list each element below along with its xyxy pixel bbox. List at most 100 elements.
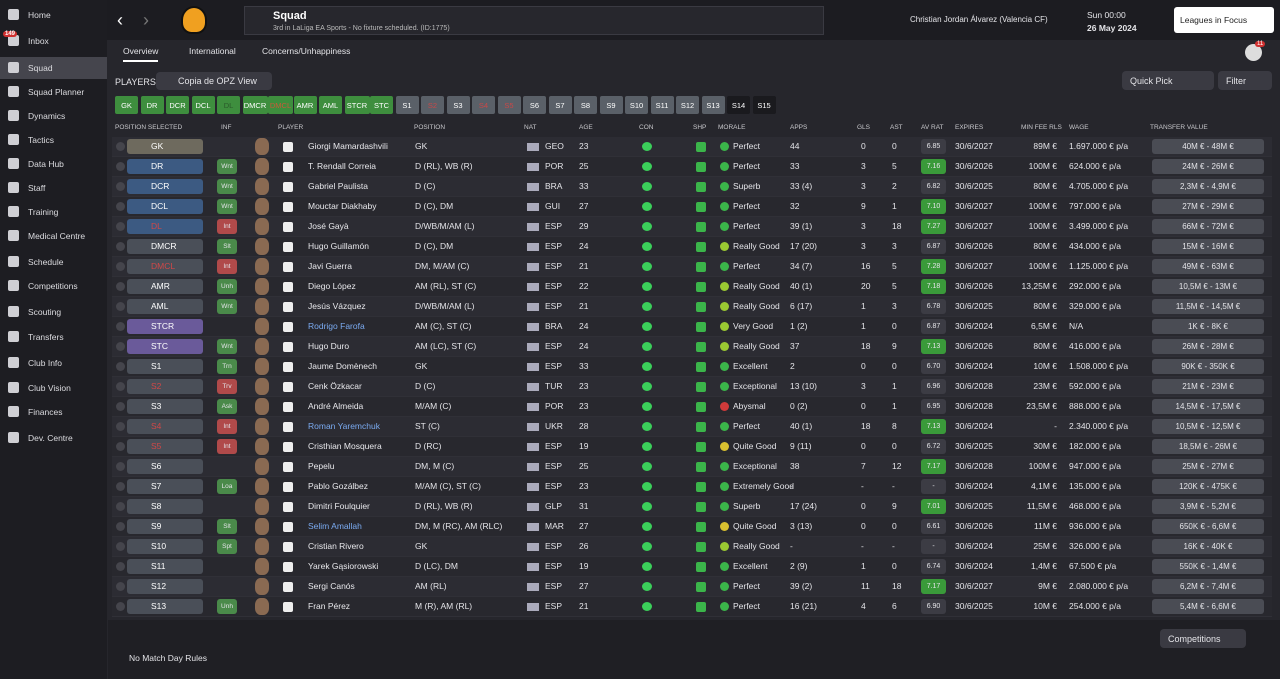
position-chip[interactable]: S14 [727,96,750,114]
column-header[interactable]: SHP [693,124,707,131]
position-selected[interactable]: DMCL [127,259,203,274]
nav-item[interactable]: Squad Planner [0,81,107,103]
player-row[interactable]: S1 Trn Jaume Domènech GK ESP 33 Excellent 2 0 0 6.… [112,357,1272,377]
position-chip[interactable]: S3 [446,96,470,114]
position-chip[interactable]: GK [115,96,138,114]
position-chip[interactable]: S10 [625,96,648,114]
position-chip[interactable]: DL [217,96,240,114]
position-chip[interactable]: STC [370,96,393,114]
player-row[interactable]: DMCR Slt Hugo Guillamón D (C), DM ESP 24 Reall… [112,237,1272,257]
column-header[interactable]: WAGE [1069,124,1089,131]
tab[interactable]: Overview [123,46,159,62]
nav-item[interactable]: Club Vision [0,377,107,399]
column-header[interactable]: MORALE [718,124,746,131]
position-selected[interactable]: AML [127,299,203,314]
position-selected[interactable]: DCL [127,199,203,214]
position-chip[interactable]: S8 [574,96,597,114]
player-row[interactable]: S11 Yarek Gąsiorowski D (LC), DM ESP 19 Excel… [112,557,1272,577]
column-header[interactable]: MIN FEE RLS [1021,124,1062,131]
position-chip[interactable]: S11 [650,96,674,114]
nav-item[interactable]: Finances [0,401,107,423]
nav-item[interactable]: Staff [0,177,107,199]
forward-arrow[interactable]: › [143,10,149,30]
notifications[interactable]: 11 [1245,41,1266,61]
position-chip[interactable]: DMCR [242,96,268,114]
position-selected[interactable]: S5 [127,439,203,454]
position-chip[interactable]: STCR [344,96,370,114]
nav-item[interactable]: Home [0,4,107,26]
column-header[interactable]: TRANSFER VALUE [1150,124,1208,131]
position-chip[interactable]: AML [319,96,342,114]
player-row[interactable]: S3 Ask André Almeida M/AM (C) POR 23 Abysmal 0 … [112,397,1272,417]
player-row[interactable]: GK Giorgi Mamardashvili GK GEO 23 Perfect 44 0 0… [112,137,1272,157]
column-header[interactable]: PLAYER [278,124,304,131]
position-chip[interactable]: S2 [421,96,444,114]
player-row[interactable]: AMR Unh Diego López AM (RL), ST (C) ESP 22 Rea… [112,277,1272,297]
position-chip[interactable]: S7 [548,96,572,114]
column-header[interactable]: POSITION [414,124,446,131]
position-selected[interactable]: S1 [127,359,203,374]
position-selected[interactable]: S11 [127,559,203,574]
position-selected[interactable]: S10 [127,539,203,554]
position-selected[interactable]: S2 [127,379,203,394]
player-row[interactable]: S2 Trv Cenk Özkacar D (C) TUR 23 Exceptional 13… [112,377,1272,397]
player-row[interactable]: S4 Int Roman Yaremchuk ST (C) UKR 28 Perfect 40… [112,417,1272,437]
player-row[interactable]: DR Wnt T. Rendall Correia D (RL), WB (R) POR… [112,157,1272,177]
tab[interactable]: International [189,46,236,56]
position-selected[interactable]: DCR [127,179,203,194]
nav-item[interactable]: Inbox 149 [3,31,49,46]
position-selected[interactable]: GK [127,139,203,154]
player-row[interactable]: STCR Rodrigo Farofa AM (C), ST (C) BRA 24 Ver… [112,317,1272,337]
player-row[interactable]: AML Wnt Jesús Vázquez D/WB/M/AM (L) ESP 21 Rea… [112,297,1272,317]
position-chip[interactable]: S13 [701,96,725,114]
view-selector[interactable]: Copia de OPZ View [156,72,272,90]
competitions-button[interactable]: Competitions [1160,629,1246,648]
position-selected[interactable]: AMR [127,279,203,294]
position-chip[interactable]: AMR [293,96,317,114]
nav-item[interactable]: Data Hub [0,153,107,175]
nav-item[interactable]: Training [0,201,107,223]
position-chip[interactable]: S9 [599,96,623,114]
player-row[interactable]: DMCL Int Javi Guerra DM, M/AM (C) ESP 21 Perfe… [112,257,1272,277]
player-row[interactable]: DL Int José Gayà D/WB/M/AM (L) ESP 29 Perfect 3… [112,217,1272,237]
column-header[interactable]: GLS [857,124,871,131]
position-selected[interactable]: S13 [127,599,203,614]
position-selected[interactable]: DL [127,219,203,234]
position-chip[interactable]: S6 [523,96,546,114]
nav-item[interactable]: Transfers [0,326,107,348]
leagues-focus-button[interactable]: Leagues in Focus [1174,7,1274,33]
nav-item[interactable]: Medical Centre [0,225,107,247]
position-selected[interactable]: S7 [127,479,203,494]
back-arrow[interactable]: ‹ [117,10,123,30]
player-row[interactable]: S5 Int Cristhian Mosquera D (RC) ESP 19 Quite … [112,437,1272,457]
player-row[interactable]: S10 Spt Cristian Rivero GK ESP 26 Really Good -… [112,537,1272,557]
nav-item[interactable]: Tactics [0,129,107,151]
position-selected[interactable]: S9 [127,519,203,534]
column-header[interactable]: POSITION SELECTED [115,124,183,131]
tab[interactable]: Concerns/Unhappiness [262,46,351,56]
position-selected[interactable]: STCR [127,319,203,334]
search-box[interactable]: Squad 3rd in LaLiga EA Sports - No fixtu… [244,6,824,35]
nav-item[interactable]: Scouting [0,301,107,323]
player-row[interactable]: DCL Wnt Mouctar Diakhaby D (C), DM GUI 27 Perf… [112,197,1272,217]
position-chip[interactable]: S4 [472,96,495,114]
nav-item[interactable]: Dev. Centre [0,427,107,449]
column-header[interactable]: APPS [790,124,808,131]
position-chip[interactable]: DR [140,96,164,114]
position-selected[interactable]: DMCR [127,239,203,254]
nav-item[interactable]: Schedule [0,251,107,273]
column-header[interactable]: NAT [524,124,537,131]
column-header[interactable]: CON [639,124,654,131]
position-selected[interactable]: STC [127,339,203,354]
position-selected[interactable]: S12 [127,579,203,594]
player-row[interactable]: S8 Dimitri Foulquier D (RL), WB (R) GLP 31 Su… [112,497,1272,517]
player-row[interactable]: S7 Loa Pablo Gozálbez M/AM (C), ST (C) ESP 23… [112,477,1272,497]
player-row[interactable]: S6 Pepelu DM, M (C) ESP 25 Exceptional 38 7 12 7.… [112,457,1272,477]
position-chip[interactable]: S12 [676,96,699,114]
player-row[interactable]: STC Wnt Hugo Duro AM (LC), ST (C) ESP 24 Reall… [112,337,1272,357]
nav-item[interactable]: Squad [0,57,107,79]
position-selected[interactable]: DR [127,159,203,174]
manager-name[interactable]: Christian Jordan Álvarez (Valencia CF) [910,15,1048,24]
player-row[interactable]: S13 Unh Fran Pérez M (R), AM (RL) ESP 21 Perfe… [112,597,1272,617]
filter-button[interactable]: Filter [1218,71,1272,90]
